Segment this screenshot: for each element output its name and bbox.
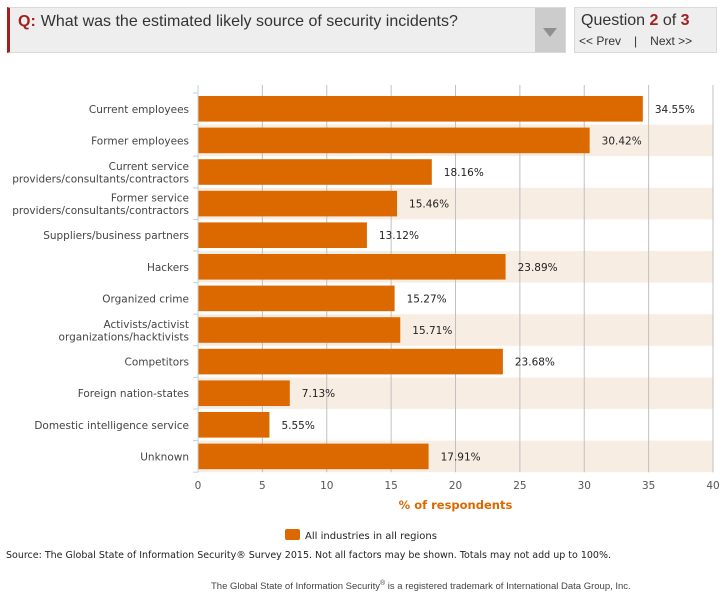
x-axis-title: % of respondents <box>399 498 513 512</box>
category-label: Competitors <box>125 357 189 369</box>
bar-chart: 34.55% Current employees 30.42% Former empl… <box>12 85 720 542</box>
registered-mark: ® <box>379 580 386 587</box>
question-counter-label: Question <box>581 12 646 29</box>
trademark-text: The Global State of Information Security <box>211 581 380 593</box>
category-label: Unknown <box>140 451 189 463</box>
category-label: providers/consultants/contractors <box>12 205 189 217</box>
data-label: 15.46% <box>409 199 449 211</box>
data-label: 13.12% <box>379 230 419 242</box>
bar <box>198 159 432 185</box>
x-tick-label: 0 <box>195 480 202 492</box>
question-bar: Q: What was the estimated likely source o… <box>7 7 566 53</box>
bar <box>198 443 429 470</box>
next-question-link[interactable]: Next >> <box>650 34 693 48</box>
bar <box>198 254 506 280</box>
question-of-label: of <box>662 12 677 29</box>
source-note: Source: The Global State of Information … <box>6 550 611 561</box>
data-label: 7.13% <box>302 388 335 400</box>
question-dropdown-button[interactable] <box>535 8 565 52</box>
category-label: organizations/hacktivists <box>59 331 189 343</box>
prev-question-link[interactable]: << Prev <box>579 34 622 48</box>
data-label: 17.91% <box>441 451 481 463</box>
data-label: 23.68% <box>515 357 555 369</box>
question-text-row: Q: What was the estimated likely source o… <box>18 13 458 31</box>
data-label: 18.16% <box>444 167 484 179</box>
bar <box>198 127 590 154</box>
x-tick-label: 40 <box>706 480 719 492</box>
x-tick-label: 10 <box>320 480 333 492</box>
bar <box>198 222 367 248</box>
question-prefix: Q: <box>18 13 36 30</box>
bar <box>198 317 401 343</box>
category-label: Activists/activist <box>104 319 190 331</box>
x-tick-label: 30 <box>578 480 591 492</box>
question-navigator: Question 2 of 3 << Prev | Next >> <box>574 7 717 53</box>
question-total-number: 3 <box>680 12 690 29</box>
category-label: Foreign nation-states <box>78 388 189 400</box>
legend-label: All industries in all regions <box>305 531 437 542</box>
category-label: Current service <box>109 161 189 173</box>
bar <box>198 285 395 312</box>
data-label: 34.55% <box>655 104 695 116</box>
category-label: Former service <box>111 192 189 204</box>
bar <box>198 380 290 406</box>
data-label: 23.89% <box>518 262 558 274</box>
x-tick-label: 20 <box>449 480 462 492</box>
category-label: Current employees <box>89 104 189 116</box>
x-tick-label: 5 <box>259 480 266 492</box>
trademark-text-end: is a registered trademark of Internation… <box>385 581 631 593</box>
category-label: Former employees <box>91 135 189 147</box>
question-current-number: 2 <box>649 12 659 29</box>
nav-separator: | <box>634 34 638 48</box>
x-tick-label: 35 <box>642 480 655 492</box>
data-label: 15.27% <box>407 293 447 305</box>
bar <box>198 412 270 438</box>
question-nav-links: << Prev | Next >> <box>579 34 692 48</box>
x-tick-label: 15 <box>384 480 397 492</box>
bar <box>198 348 503 375</box>
category-label: Organized crime <box>102 293 189 305</box>
legend-swatch <box>285 529 300 540</box>
category-label: providers/consultants/contractors <box>12 173 189 185</box>
category-label: Hackers <box>147 262 189 274</box>
category-label: Domestic intelligence service <box>34 420 189 432</box>
question-text: What was the estimated likely source of … <box>40 13 458 30</box>
trademark-note: The Global State of Information Security… <box>211 580 631 592</box>
category-label: Suppliers/business partners <box>43 230 189 242</box>
data-label: 5.55% <box>281 420 314 432</box>
question-counter: Question 2 of 3 <box>581 12 690 30</box>
data-label: 15.71% <box>412 325 452 337</box>
bar <box>198 190 398 217</box>
x-tick-label: 25 <box>513 480 526 492</box>
bar <box>198 96 643 122</box>
data-label: 30.42% <box>602 135 642 147</box>
